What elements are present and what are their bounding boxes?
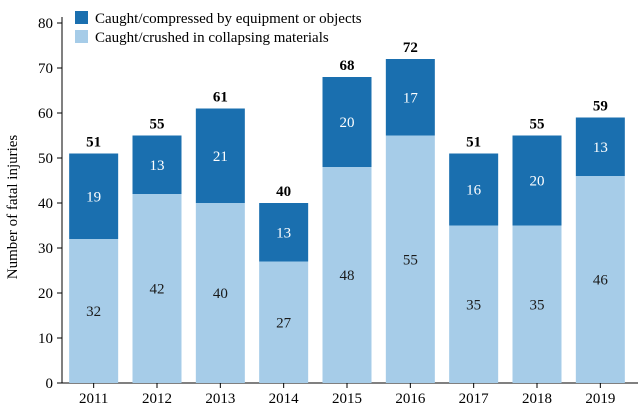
total-label: 72	[403, 40, 418, 56]
y-tick-label: 70	[38, 61, 53, 77]
total-label: 55	[150, 117, 165, 133]
data-label-equipment: 13	[276, 225, 291, 241]
data-label-equipment: 20	[530, 174, 545, 190]
data-label-collapsing: 40	[213, 286, 228, 302]
data-label-collapsing: 46	[593, 273, 609, 289]
data-label-equipment: 19	[86, 189, 101, 205]
total-label: 59	[593, 99, 608, 115]
data-label-equipment: 17	[403, 90, 419, 106]
y-tick-label: 40	[38, 196, 53, 212]
x-tick-label: 2015	[332, 391, 362, 407]
data-label-collapsing: 35	[530, 297, 545, 313]
bar-segment-collapsing	[132, 194, 182, 383]
y-tick-label: 0	[46, 376, 54, 392]
data-label-equipment: 13	[150, 158, 165, 174]
bar-segment-collapsing	[322, 167, 372, 383]
x-tick-label: 2014	[269, 391, 300, 407]
data-label-collapsing: 32	[86, 304, 101, 320]
bar-segment-collapsing	[449, 225, 499, 383]
legend-label-collapsing: Caught/crushed in collapsing materials	[95, 30, 329, 46]
y-tick-label: 60	[38, 106, 53, 122]
bar-segment-equipment	[449, 153, 499, 226]
legend-swatch-equipment	[75, 11, 88, 24]
total-label: 51	[86, 135, 101, 151]
data-label-equipment: 20	[340, 115, 355, 131]
bar-segment-collapsing	[259, 261, 309, 383]
data-label-equipment: 13	[593, 140, 608, 156]
y-tick-label: 20	[38, 286, 53, 302]
y-tick-label: 10	[38, 331, 53, 347]
x-tick-label: 2012	[142, 391, 172, 407]
bar-segment-collapsing	[69, 239, 119, 383]
x-tick-label: 2019	[585, 391, 615, 407]
bar-segment-equipment	[69, 153, 119, 239]
bar-segment-equipment	[322, 77, 372, 167]
x-axis: 2011 2012 2013 2014 2015 2016 2017 2018 2019	[62, 382, 638, 407]
data-label-collapsing: 42	[150, 282, 165, 298]
total-label: 51	[466, 135, 481, 151]
bar-segment-collapsing	[385, 135, 435, 383]
total-label: 68	[340, 58, 355, 74]
y-axis: 0 10 20 30 40 50 60 70 80	[38, 16, 63, 392]
y-tick-label: 50	[38, 151, 53, 167]
x-tick-label: 2011	[79, 391, 108, 407]
bar-segment-collapsing	[575, 176, 625, 383]
bar-segment-collapsing	[512, 225, 562, 383]
data-label-collapsing: 55	[403, 252, 418, 268]
total-label: 40	[276, 184, 291, 200]
data-label-collapsing: 27	[276, 315, 292, 331]
bar-segment-equipment	[132, 135, 182, 194]
total-label: 61	[213, 90, 228, 106]
x-tick-label: 2013	[205, 391, 235, 407]
bar-segment-equipment	[195, 108, 245, 203]
data-label-equipment: 16	[466, 183, 482, 199]
y-tick-label: 30	[38, 241, 53, 257]
y-axis-title: Number of fatal injuries	[5, 135, 21, 280]
bar-segment-equipment	[512, 135, 562, 226]
x-tick-label: 2018	[522, 391, 552, 407]
bar-segment-equipment	[385, 59, 435, 136]
bars: 32 19 51 42 13 55 40 21 61 27 13 40 48 20 68 55 17 72 35 16…	[69, 40, 625, 383]
bar-segment-equipment	[259, 203, 309, 262]
data-label-collapsing: 35	[466, 297, 481, 313]
y-tick-label: 80	[38, 16, 53, 32]
legend: Caught/compressed by equipment or object…	[75, 11, 362, 46]
data-label-equipment: 21	[213, 149, 228, 165]
bar-segment-equipment	[575, 117, 625, 176]
total-label: 55	[530, 117, 545, 133]
x-tick-label: 2016	[395, 391, 426, 407]
x-tick-label: 2017	[459, 391, 490, 407]
legend-swatch-collapsing	[75, 30, 88, 43]
legend-label-equipment: Caught/compressed by equipment or object…	[95, 11, 362, 27]
data-label-collapsing: 48	[340, 268, 355, 284]
bar-segment-collapsing	[195, 203, 245, 383]
